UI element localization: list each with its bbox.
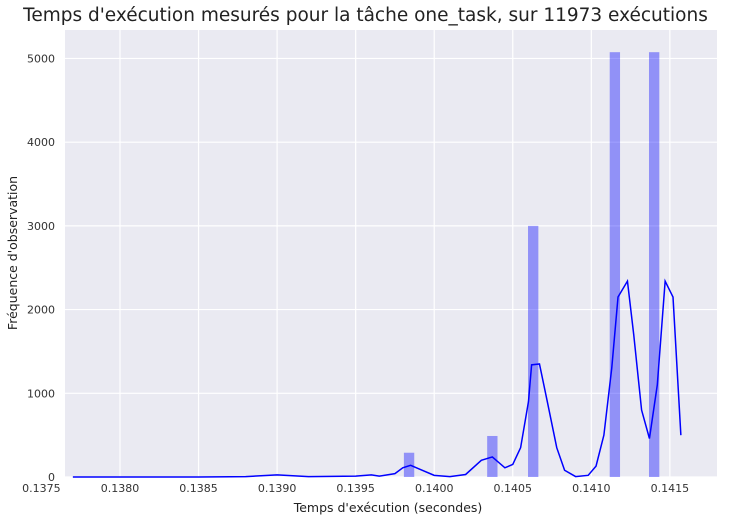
y-tick-labels: 0 1000 2000 3000 4000 5000 — [27, 52, 55, 484]
histogram-bar — [648, 52, 660, 477]
x-tick-label: 0.1380 — [101, 482, 140, 495]
histogram-bar — [528, 225, 539, 477]
y-tick-label: 5000 — [27, 52, 55, 65]
y-tick-label: 0 — [48, 471, 55, 484]
histogram-bar — [609, 52, 621, 477]
x-tick-label: 0.1415 — [651, 482, 690, 495]
x-tick-label: 0.1395 — [336, 482, 375, 495]
x-tick-label: 0.1385 — [179, 482, 218, 495]
y-tick-label: 2000 — [27, 304, 55, 317]
density-curve — [72, 278, 682, 478]
y-tick-label: 3000 — [27, 220, 55, 233]
x-tick-label: 0.1400 — [415, 482, 454, 495]
chart-title: Temps d'exécution mesurés pour la tâche … — [23, 5, 708, 26]
histogram-bar — [403, 452, 415, 477]
x-tick-label: 0.1410 — [572, 482, 611, 495]
y-tick-label: 4000 — [27, 136, 55, 149]
grid-vertical — [40, 30, 671, 477]
x-axis-label: Temps d'exécution (secondes) — [293, 500, 483, 515]
x-tick-label: 0.1390 — [258, 482, 297, 495]
x-tick-label: 0.1405 — [494, 482, 533, 495]
y-axis-label: Fréquence d'observation — [5, 176, 20, 330]
y-tick-label: 1000 — [27, 387, 55, 400]
x-tick-label: 0.1375 — [22, 482, 61, 495]
x-tick-labels: 0.1375 0.1380 0.1385 0.1390 0.1395 0.1400 0.14… — [22, 482, 689, 495]
